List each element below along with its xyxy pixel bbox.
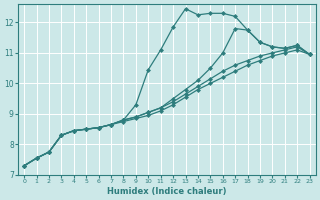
- X-axis label: Humidex (Indice chaleur): Humidex (Indice chaleur): [107, 187, 227, 196]
